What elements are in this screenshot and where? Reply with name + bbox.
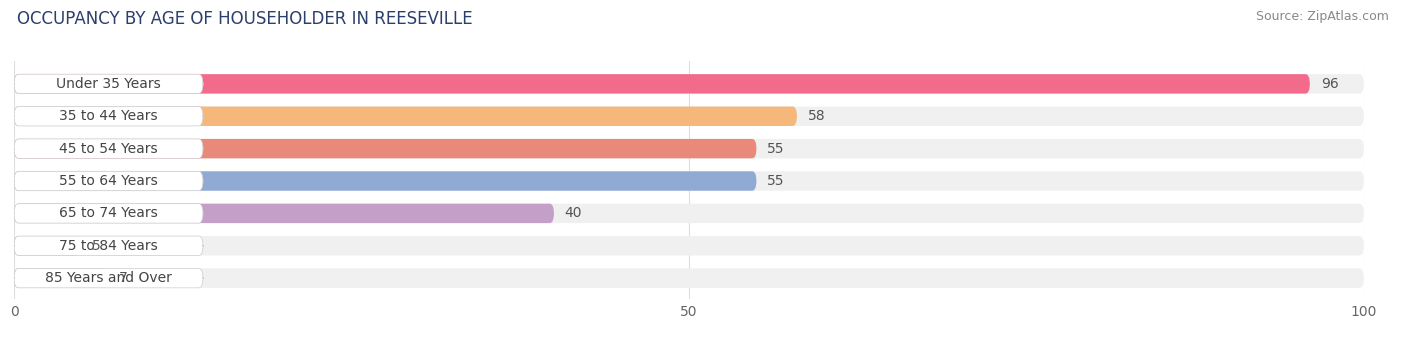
FancyBboxPatch shape bbox=[14, 139, 202, 158]
Text: 40: 40 bbox=[565, 206, 582, 220]
Text: 7: 7 bbox=[120, 271, 128, 285]
FancyBboxPatch shape bbox=[14, 139, 1364, 158]
FancyBboxPatch shape bbox=[14, 74, 1310, 94]
FancyBboxPatch shape bbox=[14, 269, 202, 288]
Text: 85 Years and Over: 85 Years and Over bbox=[45, 271, 172, 285]
FancyBboxPatch shape bbox=[14, 106, 1364, 126]
Text: Under 35 Years: Under 35 Years bbox=[56, 77, 160, 91]
Text: 55: 55 bbox=[768, 174, 785, 188]
FancyBboxPatch shape bbox=[14, 171, 756, 191]
FancyBboxPatch shape bbox=[14, 236, 1364, 255]
Text: 96: 96 bbox=[1320, 77, 1339, 91]
FancyBboxPatch shape bbox=[14, 269, 108, 288]
FancyBboxPatch shape bbox=[14, 74, 1364, 94]
FancyBboxPatch shape bbox=[14, 269, 1364, 288]
FancyBboxPatch shape bbox=[14, 171, 202, 191]
FancyBboxPatch shape bbox=[14, 236, 202, 255]
Text: OCCUPANCY BY AGE OF HOUSEHOLDER IN REESEVILLE: OCCUPANCY BY AGE OF HOUSEHOLDER IN REESE… bbox=[17, 10, 472, 28]
FancyBboxPatch shape bbox=[14, 106, 202, 126]
Text: 55: 55 bbox=[768, 142, 785, 156]
Text: 58: 58 bbox=[807, 109, 825, 123]
Text: 5: 5 bbox=[93, 239, 101, 253]
FancyBboxPatch shape bbox=[14, 204, 554, 223]
FancyBboxPatch shape bbox=[14, 139, 756, 158]
FancyBboxPatch shape bbox=[14, 74, 202, 94]
Text: 65 to 74 Years: 65 to 74 Years bbox=[59, 206, 157, 220]
Text: Source: ZipAtlas.com: Source: ZipAtlas.com bbox=[1256, 10, 1389, 23]
FancyBboxPatch shape bbox=[14, 204, 1364, 223]
FancyBboxPatch shape bbox=[14, 106, 797, 126]
Text: 75 to 84 Years: 75 to 84 Years bbox=[59, 239, 157, 253]
FancyBboxPatch shape bbox=[14, 236, 82, 255]
Text: 45 to 54 Years: 45 to 54 Years bbox=[59, 142, 157, 156]
FancyBboxPatch shape bbox=[14, 204, 202, 223]
FancyBboxPatch shape bbox=[14, 171, 1364, 191]
Text: 55 to 64 Years: 55 to 64 Years bbox=[59, 174, 157, 188]
Text: 35 to 44 Years: 35 to 44 Years bbox=[59, 109, 157, 123]
